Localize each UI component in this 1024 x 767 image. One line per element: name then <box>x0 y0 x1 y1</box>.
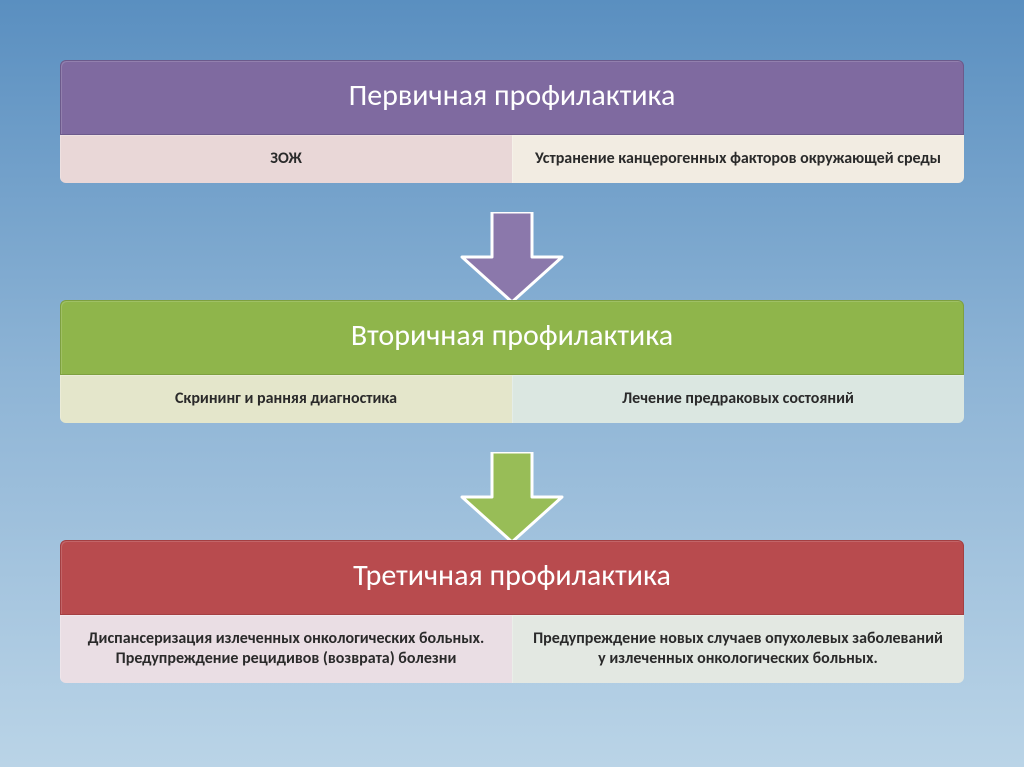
cell-secondary-left: Скрининг и ранняя диагностика <box>60 375 512 423</box>
header-tertiary: Третичная профилактика <box>60 540 964 615</box>
header-primary: Первичная профилактика <box>60 60 964 135</box>
stage-tertiary: Третичная профилактика Диспансеризация и… <box>60 540 964 683</box>
row-tertiary: Диспансеризация излеченных онкологически… <box>60 615 964 683</box>
arrow-down-icon <box>457 212 567 302</box>
arrow-down-icon <box>457 452 567 542</box>
stage-secondary: Вторичная профилактика Скрининг и ранняя… <box>60 300 964 423</box>
header-secondary: Вторичная профилактика <box>60 300 964 375</box>
cell-primary-left: ЗОЖ <box>60 135 512 183</box>
cell-secondary-right: Лечение предраковых состояний <box>512 375 964 423</box>
arrow-1 <box>0 212 1024 302</box>
row-secondary: Скрининг и ранняя диагностика Лечение пр… <box>60 375 964 423</box>
row-primary: ЗОЖ Устранение канцерогенных факторов ок… <box>60 135 964 183</box>
stage-primary: Первичная профилактика ЗОЖ Устранение ка… <box>60 60 964 183</box>
cell-tertiary-left: Диспансеризация излеченных онкологически… <box>60 615 512 683</box>
arrow-2 <box>0 452 1024 542</box>
cell-tertiary-right: Предупреждение новых случаев опухолевых … <box>512 615 964 683</box>
cell-primary-right: Устранение канцерогенных факторов окружа… <box>512 135 964 183</box>
